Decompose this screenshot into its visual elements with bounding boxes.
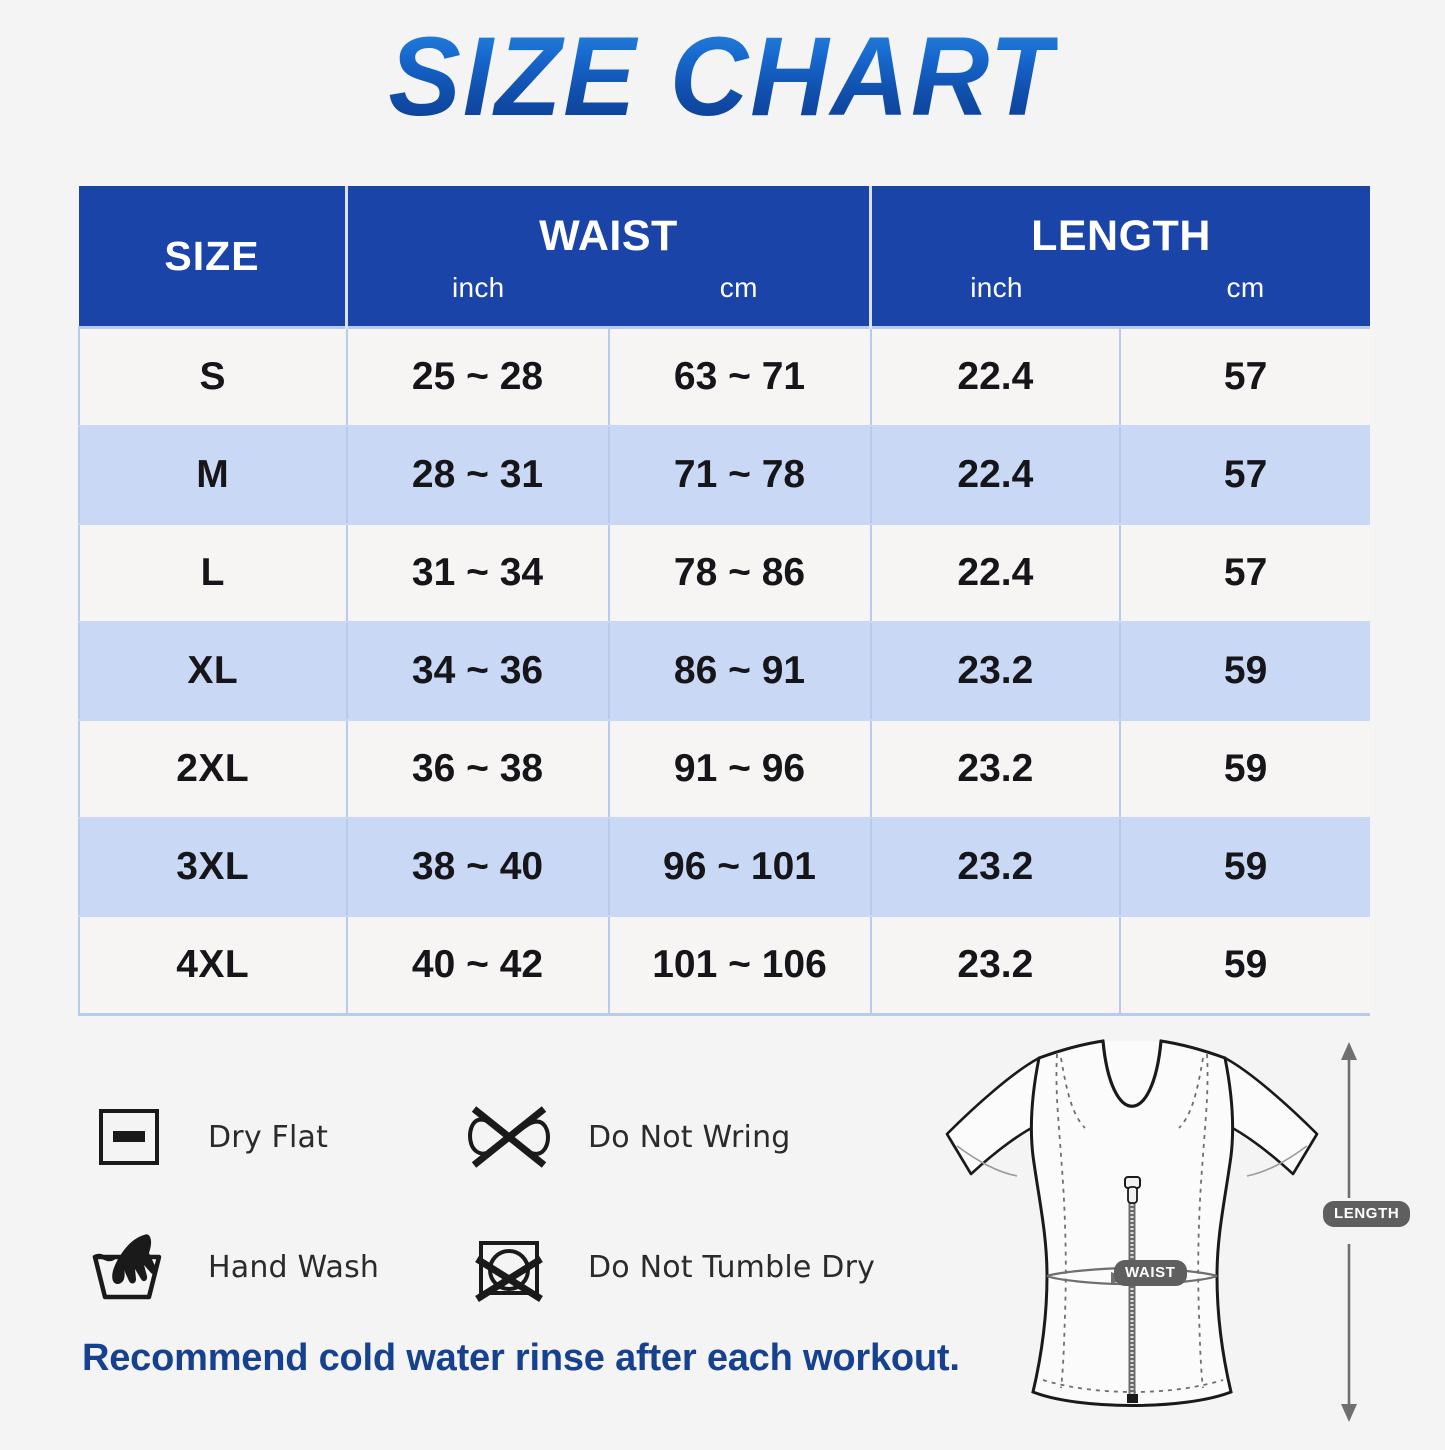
header-unit-length-inch: inch	[970, 271, 1023, 303]
cell-length-cm: 57	[1120, 426, 1370, 525]
cell-length-inch: 22.4	[870, 524, 1122, 623]
care-item-do-not-wring: Do Not Wring	[466, 1094, 896, 1180]
table-row: 4XL 40 ~ 42 101 ~ 106 23.2 59	[78, 916, 1370, 1016]
table-row: M 28 ~ 31 71 ~ 78 22.4 57	[78, 426, 1370, 525]
header-units-length: inch cm	[872, 272, 1370, 304]
header-label-waist: WAIST	[539, 211, 678, 260]
header-label-length: LENGTH	[1031, 211, 1211, 260]
cell-size: 3XL	[78, 818, 348, 917]
header-cell-size: SIZE	[79, 186, 348, 328]
cell-waist-cm: 63 ~ 71	[608, 326, 872, 427]
cell-length-cm: 57	[1120, 326, 1370, 427]
care-label-do-not-tumble-dry: Do Not Tumble Dry	[588, 1249, 876, 1285]
cell-length-cm: 59	[1120, 720, 1370, 819]
care-label-do-not-wring: Do Not Wring	[588, 1119, 791, 1155]
table-row: S 25 ~ 28 63 ~ 71 22.4 57	[78, 326, 1370, 427]
care-item-dry-flat: Dry Flat	[86, 1094, 466, 1180]
cell-size: 2XL	[78, 720, 348, 819]
cell-waist-inch: 34 ~ 36	[346, 622, 610, 721]
length-measure-badge: LENGTH	[1323, 1201, 1411, 1227]
header-unit-waist-inch: inch	[451, 271, 505, 303]
cell-waist-inch: 38 ~ 40	[346, 818, 610, 917]
care-item-do-not-tumble-dry: Do Not Tumble Dry	[466, 1224, 896, 1310]
cell-length-cm: 57	[1120, 524, 1370, 623]
header-units-waist: inch cm	[348, 272, 869, 304]
table-body: S 25 ~ 28 63 ~ 71 22.4 57 M 28 ~ 31 71 ~ 78 22.4…	[78, 326, 1370, 1016]
cell-length-inch: 23.2	[870, 916, 1122, 1016]
care-row-2: Hand Wash Do Not Tumble Dry	[86, 1202, 956, 1332]
care-item-hand-wash: Hand Wash	[86, 1224, 466, 1310]
table-row: L 31 ~ 34 78 ~ 86 22.4 57	[78, 524, 1370, 623]
cell-waist-inch: 25 ~ 28	[346, 326, 610, 427]
header-label-size: SIZE	[164, 232, 260, 279]
garment-illustration	[945, 1039, 1357, 1422]
cell-length-inch: 22.4	[870, 426, 1122, 525]
header-unit-length-cm: cm	[1226, 271, 1265, 303]
cell-waist-cm: 78 ~ 86	[608, 524, 872, 623]
waist-measure-badge: WAIST	[1114, 1260, 1187, 1286]
care-label-dry-flat: Dry Flat	[208, 1119, 329, 1155]
cell-waist-inch: 31 ~ 34	[346, 524, 610, 623]
cell-waist-cm: 86 ~ 91	[608, 622, 872, 721]
cell-size: L	[78, 524, 348, 623]
cell-length-inch: 23.2	[870, 720, 1122, 819]
cell-length-inch: 23.2	[870, 818, 1122, 917]
cell-size: M	[78, 426, 348, 525]
page-title-container: SIZE CHART	[0, 18, 1445, 136]
recommendation-note: Recommend cold water rinse after each wo…	[82, 1337, 960, 1379]
cell-waist-inch: 40 ~ 42	[346, 916, 610, 1016]
do-not-wring-icon	[466, 1094, 552, 1180]
cell-length-inch: 22.4	[870, 326, 1122, 427]
table-row: 3XL 38 ~ 40 96 ~ 101 23.2 59	[78, 818, 1370, 917]
cell-waist-inch: 36 ~ 38	[346, 720, 610, 819]
cell-waist-inch: 28 ~ 31	[346, 426, 610, 525]
table-row: XL 34 ~ 36 86 ~ 91 23.2 59	[78, 622, 1370, 721]
table-header: SIZE WAIST inch cm LENGTH inch cm	[79, 186, 1370, 328]
cell-waist-cm: 91 ~ 96	[608, 720, 872, 819]
header-unit-waist-cm: cm	[719, 271, 758, 303]
size-chart-table: SIZE WAIST inch cm LENGTH inch cm S 25 ~ …	[78, 186, 1370, 1016]
header-cell-waist: WAIST inch cm	[346, 186, 872, 328]
cell-length-cm: 59	[1120, 622, 1370, 721]
cell-length-inch: 23.2	[870, 622, 1122, 721]
table-row: 2XL 36 ~ 38 91 ~ 96 23.2 59	[78, 720, 1370, 819]
cell-size: S	[78, 326, 348, 427]
hand-wash-icon	[86, 1224, 172, 1310]
cell-length-cm: 59	[1120, 916, 1370, 1016]
cell-size: 4XL	[78, 916, 348, 1016]
header-cell-length: LENGTH inch cm	[870, 186, 1370, 328]
dry-flat-icon	[86, 1094, 172, 1180]
care-instructions-section: Dry Flat Do Not Wring Hand W	[86, 1072, 956, 1332]
care-row-1: Dry Flat Do Not Wring	[86, 1072, 956, 1202]
table-header-row: SIZE WAIST inch cm LENGTH inch cm	[79, 186, 1370, 328]
cell-waist-cm: 71 ~ 78	[608, 426, 872, 525]
garment-diagram: WAIST LENGTH	[935, 1028, 1435, 1445]
care-label-hand-wash: Hand Wash	[208, 1249, 380, 1285]
page-title: SIZE CHART	[387, 14, 1058, 139]
cell-length-cm: 59	[1120, 818, 1370, 917]
cell-waist-cm: 101 ~ 106	[608, 916, 872, 1016]
cell-waist-cm: 96 ~ 101	[608, 818, 872, 917]
do-not-tumble-dry-icon	[466, 1224, 552, 1310]
cell-size: XL	[78, 622, 348, 721]
